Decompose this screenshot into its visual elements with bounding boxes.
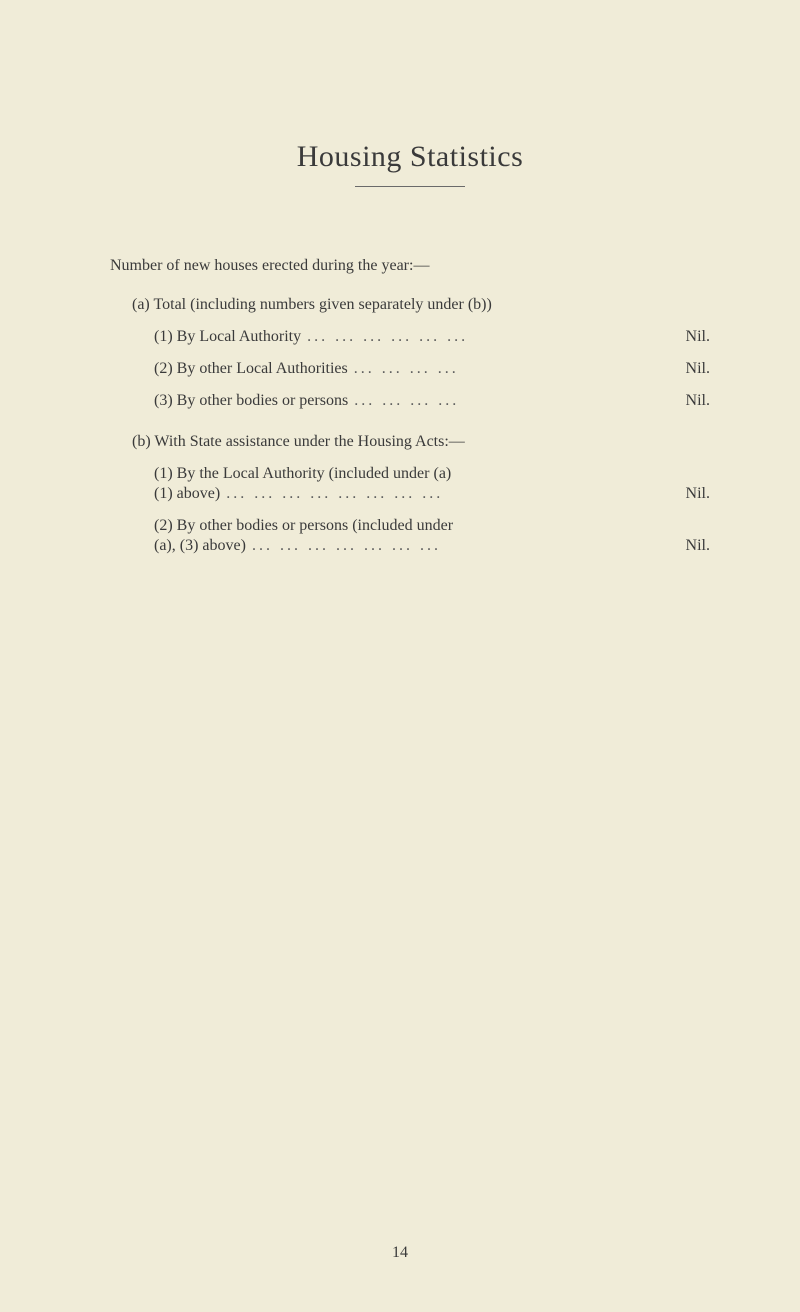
list-item: (3) By other bodies or persons ... ... .… [154,392,710,410]
intro-text: Number of new houses erected during the … [110,257,710,275]
leader-dots: ... ... ... ... ... ... [301,328,675,346]
item-value: Nil. [676,360,710,378]
leader-dots: ... ... ... ... [348,360,676,378]
item-line1: (1) By the Local Authority (included und… [154,465,710,483]
item-value: Nil. [676,328,710,346]
item-line2: (1) above) [154,485,220,503]
leader-dots: ... ... ... ... [348,392,675,410]
list-item: (2) By other bodies or persons (included… [154,517,710,555]
list-item: (1) By Local Authority ... ... ... ... .… [154,328,710,346]
item-line1: (2) By other bodies or persons (included… [154,517,710,535]
item-line2: (a), (3) above) [154,537,246,555]
section-a: (a) Total (including numbers given separ… [132,291,710,410]
section-b: (b) With State assistance under the Hous… [132,428,710,555]
item-value: Nil. [676,392,710,410]
title-text: Housing Statistics [297,140,524,173]
item-value: Nil. [676,485,710,503]
section-b-label: (b) With State assistance under the Hous… [132,428,710,455]
page-title: Housing Statistics [110,140,710,187]
leader-dots: ... ... ... ... ... ... ... ... [220,485,675,503]
section-a-label: (a) Total (including numbers given separ… [132,291,710,318]
item-text: (3) By other bodies or persons [154,392,348,410]
list-item: (2) By other Local Authorities ... ... .… [154,360,710,378]
item-line2-row: (a), (3) above) ... ... ... ... ... ... … [154,537,710,555]
item-line2-row: (1) above) ... ... ... ... ... ... ... .… [154,485,710,503]
item-text: (2) By other Local Authorities [154,360,348,378]
list-item: (1) By the Local Authority (included und… [154,465,710,503]
title-underline [355,186,465,187]
item-text: (1) By Local Authority [154,328,301,346]
page-number: 14 [392,1244,408,1262]
item-value: Nil. [676,537,710,555]
leader-dots: ... ... ... ... ... ... ... [246,537,676,555]
